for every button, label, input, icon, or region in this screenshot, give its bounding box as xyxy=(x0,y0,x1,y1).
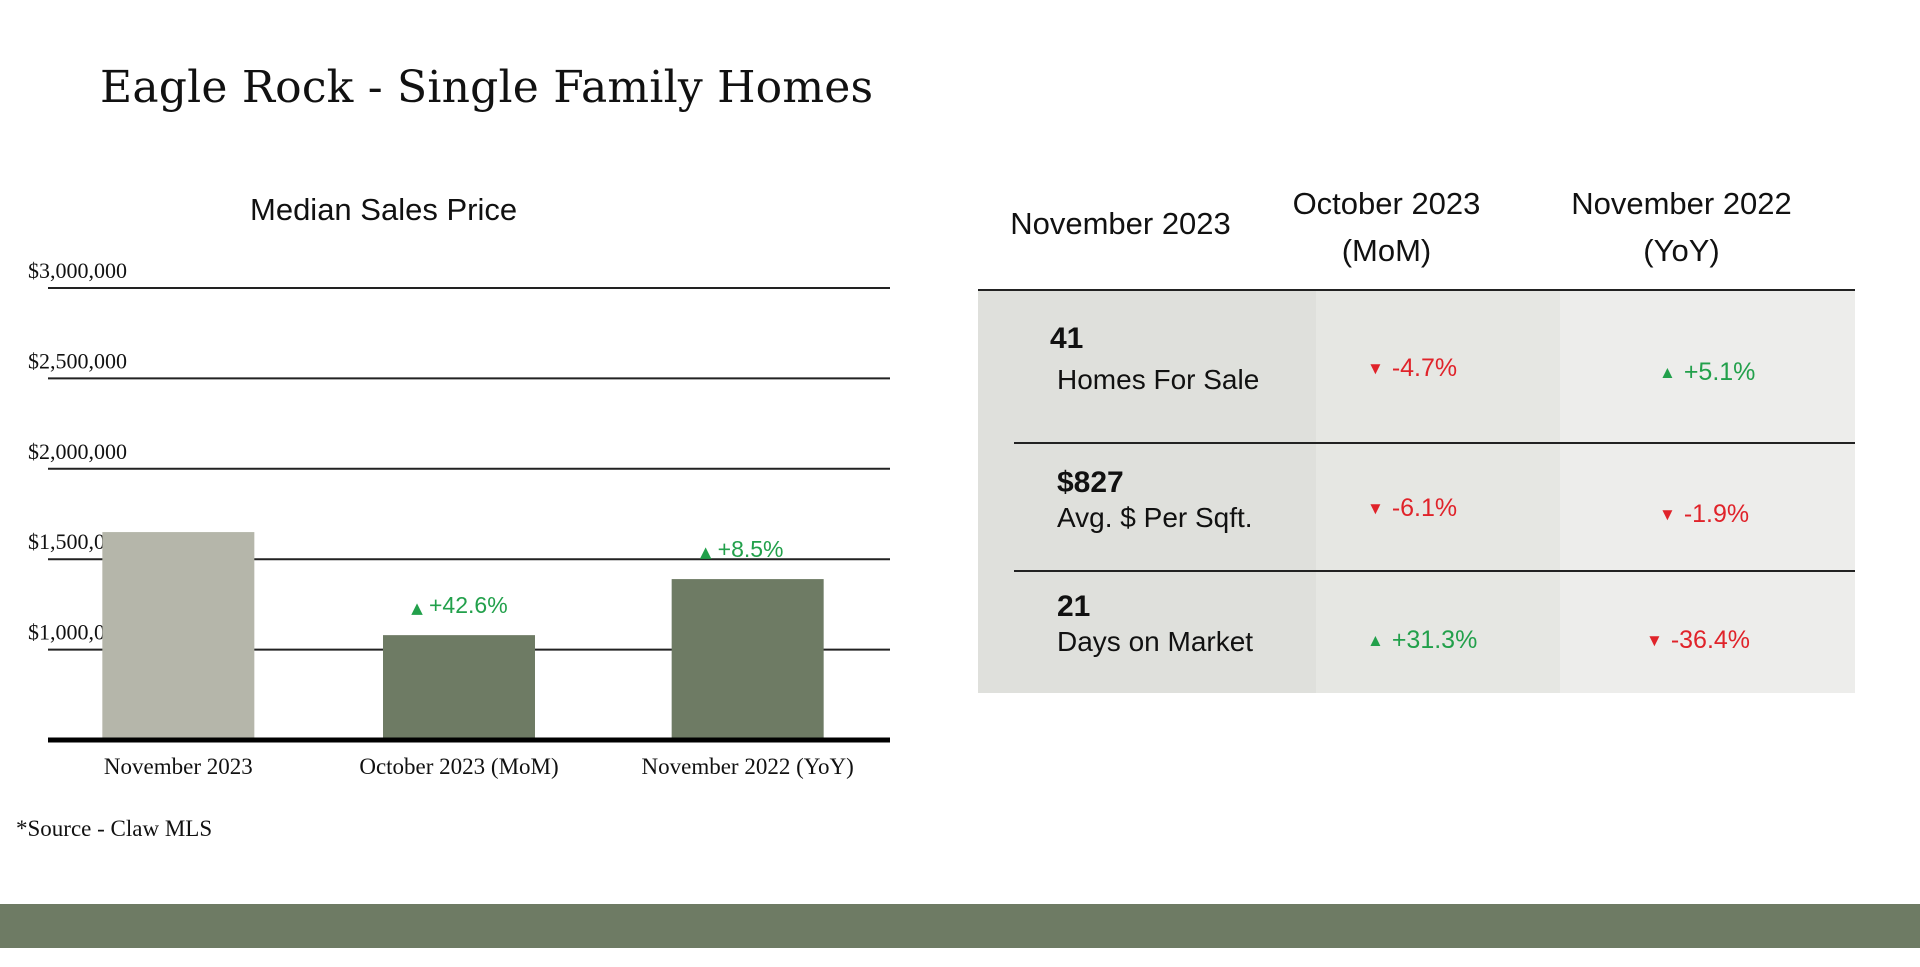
metric-value-days-on-market: 21 xyxy=(1057,590,1091,623)
bar xyxy=(102,532,255,740)
stats-col1-bg xyxy=(978,291,1316,693)
metric-value-price-per-sqft: $827 xyxy=(1057,466,1124,499)
down-arrow-icon: ▼ xyxy=(1646,631,1663,650)
yoy-change-text: +5.1% xyxy=(1683,358,1756,386)
bar xyxy=(383,635,535,740)
down-arrow-icon: ▼ xyxy=(1367,359,1384,378)
page-title: Eagle Rock - Single Family Homes xyxy=(100,62,874,113)
header-yoy-line1: November 2022 xyxy=(1571,186,1792,221)
header-divider xyxy=(978,289,1855,291)
mom-change-text: +31.3% xyxy=(1391,626,1478,654)
up-arrow-icon: ▲ xyxy=(411,599,423,617)
header-yoy: November 2022 (YoY) xyxy=(1538,180,1825,274)
mom-change-price-per-sqft: ▼ -6.1% xyxy=(1367,494,1457,523)
up-arrow-icon: ▲ xyxy=(1367,631,1384,650)
chart-title: Median Sales Price xyxy=(250,192,518,227)
header-current-line1: November 2023 xyxy=(1010,206,1231,241)
yoy-change-days-on-market: ▼ -36.4% xyxy=(1646,626,1750,655)
stats-col2-bg xyxy=(1316,291,1560,693)
header-mom-line1: October 2023 xyxy=(1292,186,1481,221)
x-tick-label: November 2023 xyxy=(104,754,253,779)
down-arrow-icon: ▼ xyxy=(1659,505,1676,524)
header-yoy-line2: (YoY) xyxy=(1643,233,1720,268)
yoy-change-text: -36.4% xyxy=(1670,626,1751,654)
header-current: November 2023 xyxy=(978,200,1263,247)
metric-value-homes-for-sale: 41 xyxy=(1050,322,1084,355)
yoy-change-price-per-sqft: ▼ -1.9% xyxy=(1659,500,1749,529)
stats-col3-bg xyxy=(1560,291,1855,693)
bar-change-label: +42.6% xyxy=(429,592,508,618)
metric-label-price-per-sqft: Avg. $ Per Sqft. xyxy=(1057,502,1253,533)
mom-change-days-on-market: ▲ +31.3% xyxy=(1367,626,1477,655)
header-mom: October 2023 (MoM) xyxy=(1263,180,1510,274)
y-tick-label: $2,500,000 xyxy=(28,348,127,373)
metric-label-days-on-market: Days on Market xyxy=(1057,626,1254,657)
yoy-change-homes-for-sale: ▲ +5.1% xyxy=(1659,358,1755,387)
header-mom-line2: (MoM) xyxy=(1341,233,1432,268)
y-tick-label: $2,000,000 xyxy=(28,439,127,464)
bar xyxy=(671,579,824,740)
y-tick-label: $3,000,000 xyxy=(28,258,127,283)
footer-band xyxy=(0,904,1920,948)
median-price-bar-chart: $1,000,000$1,500,000$2,000,000$2,500,000… xyxy=(28,258,890,779)
yoy-change-text: -1.9% xyxy=(1683,500,1750,528)
row-divider-1 xyxy=(1014,442,1855,444)
metric-label-homes-for-sale: Homes For Sale xyxy=(1057,364,1260,395)
source-note: *Source - Claw MLS xyxy=(16,816,213,841)
down-arrow-icon: ▼ xyxy=(1367,499,1384,518)
bar-change-label: +8.5% xyxy=(718,536,784,562)
x-tick-label: November 2022 (YoY) xyxy=(642,754,854,779)
x-tick-label: October 2023 (MoM) xyxy=(359,754,558,779)
row-divider-2 xyxy=(1014,570,1855,572)
mom-change-text: -6.1% xyxy=(1391,494,1458,522)
up-arrow-icon: ▲ xyxy=(1659,363,1676,382)
mom-change-text: -4.7% xyxy=(1391,354,1458,382)
up-arrow-icon: ▲ xyxy=(700,543,712,561)
mom-change-homes-for-sale: ▼ -4.7% xyxy=(1367,354,1457,383)
